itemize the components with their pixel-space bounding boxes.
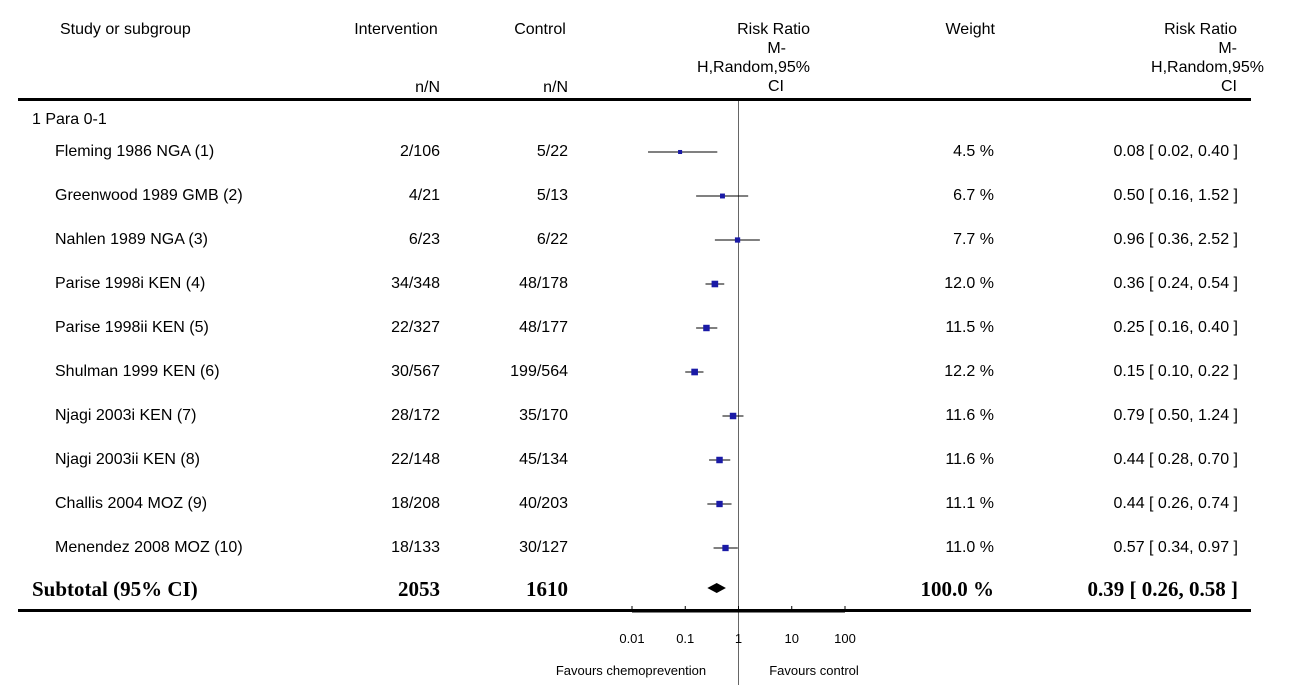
control-count: 5/22 (536, 143, 568, 160)
subgroup-label: 1 Para 0-1 (32, 111, 107, 128)
intervention-count: 30/567 (391, 363, 440, 380)
header-weight: Weight (945, 21, 995, 38)
favours-right-label: Favours control (769, 663, 859, 678)
point-estimate (716, 456, 723, 464)
header-rr-text: Risk Ratio M- H,Random,95% CI (1110, 20, 1264, 96)
header-intervention-sub: n/N (415, 79, 440, 96)
control-count: 48/178 (519, 275, 568, 292)
header-rr-plot-line2: M- (767, 40, 786, 57)
control-count: 199/564 (510, 363, 568, 380)
intervention-count: 18/133 (391, 539, 440, 556)
study-name: Shulman 1999 KEN (6) (55, 363, 220, 380)
control-count: 6/22 (536, 231, 568, 248)
study-name: Nahlen 1989 NGA (3) (55, 231, 208, 248)
point-estimate (711, 280, 719, 288)
weight-value: 11.1 % (945, 495, 994, 512)
weight-value: 12.0 % (944, 275, 994, 292)
weight-value: 4.5 % (953, 143, 994, 160)
header-rr-plot-line4: CI (768, 78, 784, 95)
point-estimate (716, 500, 723, 508)
ci-text: 0.44 [ 0.26, 0.74 ] (1113, 495, 1238, 512)
header-rr-plot-line1: Risk Ratio (737, 21, 810, 38)
header-rr-text-line3: H,Random,95% (1151, 59, 1264, 76)
point-estimate (729, 412, 737, 420)
study-name: Parise 1998i KEN (4) (55, 275, 206, 292)
header-rr-text-line1: Risk Ratio (1164, 21, 1237, 38)
header-rr-plot-line3: H,Random,95% (697, 59, 810, 76)
header-rule (18, 98, 1251, 101)
control-count: 30/127 (519, 539, 568, 556)
intervention-count: 22/148 (391, 451, 440, 468)
study-name: Fleming 1986 NGA (1) (55, 143, 215, 160)
x-axis-tick-label: 1 (735, 631, 742, 646)
intervention-count: 4/21 (408, 187, 440, 204)
subtotal-intervention: 2053 (398, 577, 440, 601)
subtotal-label: Subtotal (95% CI) (32, 577, 198, 601)
weight-value: 11.6 % (945, 451, 994, 468)
control-count: 35/170 (519, 407, 568, 424)
intervention-count: 22/327 (391, 319, 440, 336)
ci-text: 0.57 [ 0.34, 0.97 ] (1113, 539, 1238, 556)
weight-value: 11.6 % (945, 407, 994, 424)
intervention-count: 34/348 (391, 275, 440, 292)
study-name: Greenwood 1989 GMB (2) (55, 187, 243, 204)
point-estimate (703, 324, 710, 332)
study-name: Parise 1998ii KEN (5) (55, 319, 209, 336)
ci-text: 0.96 [ 0.36, 2.52 ] (1113, 231, 1238, 248)
point-estimate (720, 193, 725, 199)
control-count: 40/203 (519, 495, 568, 512)
x-axis-tick-label: 10 (785, 631, 799, 646)
footer-rule (18, 609, 1251, 612)
intervention-count: 6/23 (408, 231, 440, 248)
weight-value: 7.7 % (953, 231, 994, 248)
study-name: Menendez 2008 MOZ (10) (55, 539, 243, 556)
intervention-count: 2/106 (399, 143, 440, 160)
ci-text: 0.08 [ 0.02, 0.40 ] (1113, 143, 1238, 160)
x-axis-tick-label: 0.01 (619, 631, 644, 646)
header-study: Study or subgroup (60, 21, 191, 38)
study-name: Njagi 2003ii KEN (8) (55, 451, 200, 468)
ci-text: 0.50 [ 0.16, 1.52 ] (1113, 187, 1238, 204)
pooled-diamond (707, 583, 726, 593)
study-name: Challis 2004 MOZ (9) (55, 495, 208, 512)
intervention-count: 28/172 (391, 407, 440, 424)
study-name: Njagi 2003i KEN (7) (55, 407, 197, 424)
weight-value: 6.7 % (953, 187, 994, 204)
ci-text: 0.36 [ 0.24, 0.54 ] (1113, 275, 1238, 292)
header-rr-text-line2: M- (1218, 40, 1237, 57)
point-estimate (734, 237, 741, 243)
subtotal-control: 1610 (526, 577, 568, 601)
point-estimate (722, 544, 729, 552)
x-axis-tick-label: 100 (834, 631, 856, 646)
ci-text: 0.25 [ 0.16, 0.40 ] (1113, 319, 1238, 336)
control-count: 45/134 (519, 451, 568, 468)
header-intervention: Intervention (354, 21, 438, 38)
x-axis-tick-label: 0.1 (676, 631, 694, 646)
subtotal-ci-text: 0.39 [ 0.26, 0.58 ] (1087, 577, 1239, 601)
intervention-count: 18/208 (391, 495, 440, 512)
header-rr-text-line4: CI (1221, 78, 1237, 95)
control-count: 48/177 (519, 319, 568, 336)
ci-text: 0.44 [ 0.28, 0.70 ] (1113, 451, 1238, 468)
weight-value: 11.5 % (945, 319, 994, 336)
weight-value: 11.0 % (945, 539, 994, 556)
point-estimate (691, 368, 698, 376)
control-count: 5/13 (536, 187, 568, 204)
header-control-sub: n/N (543, 79, 568, 96)
header-rr-plot: Risk Ratio M- H,Random,95% CI (660, 20, 810, 96)
favours-left-label: Favours chemoprevention (556, 663, 706, 678)
ci-text: 0.15 [ 0.10, 0.22 ] (1113, 363, 1238, 380)
header-control: Control (514, 21, 566, 38)
point-estimate (678, 149, 683, 155)
subtotal-weight: 100.0 % (920, 577, 995, 601)
weight-value: 12.2 % (944, 363, 994, 380)
ci-text: 0.79 [ 0.50, 1.24 ] (1113, 407, 1238, 424)
